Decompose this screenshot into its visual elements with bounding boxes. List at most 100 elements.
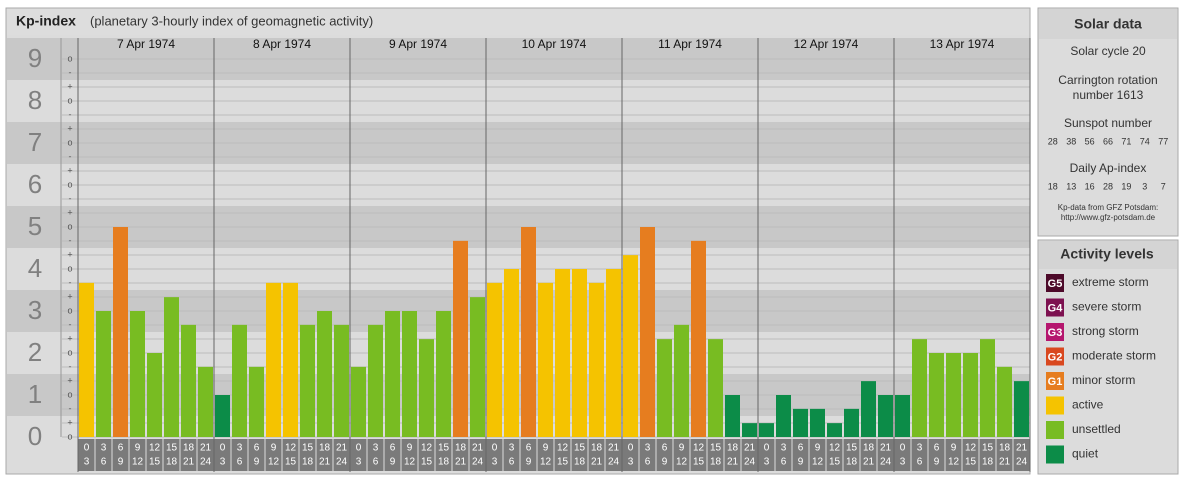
hour-cell bbox=[231, 439, 248, 471]
hour-label: 24 bbox=[608, 457, 620, 468]
hour-label: 24 bbox=[744, 457, 756, 468]
bar bbox=[521, 227, 536, 437]
hour-cell bbox=[401, 439, 418, 471]
hour-label: 3 bbox=[84, 457, 90, 468]
hour-cell bbox=[894, 439, 911, 471]
hour-label: 21 bbox=[200, 443, 212, 454]
hour-label: 18 bbox=[999, 443, 1011, 454]
hour-label: 0 bbox=[220, 443, 226, 454]
hour-label: 6 bbox=[237, 457, 243, 468]
sunspot-value: 28 bbox=[1048, 136, 1058, 146]
bar bbox=[912, 339, 927, 437]
minor-tick-label: o bbox=[67, 305, 72, 315]
legend-swatch bbox=[1046, 274, 1064, 292]
hour-label: 0 bbox=[764, 443, 770, 454]
hour-label: 21 bbox=[744, 443, 756, 454]
hour-label: 15 bbox=[965, 457, 977, 468]
hour-cell bbox=[78, 439, 95, 471]
hour-label: 6 bbox=[373, 457, 379, 468]
minor-tick-label: + bbox=[67, 417, 72, 427]
bar bbox=[657, 339, 672, 437]
hour-label: 12 bbox=[268, 457, 280, 468]
bar bbox=[742, 423, 757, 437]
ap-value: 13 bbox=[1066, 181, 1076, 191]
minor-tick-label: - bbox=[69, 361, 72, 371]
bar bbox=[198, 366, 213, 437]
hour-label: 9 bbox=[543, 443, 549, 454]
hour-label: 6 bbox=[662, 443, 668, 454]
hour-label: 15 bbox=[557, 457, 569, 468]
hour-label: 21 bbox=[455, 457, 467, 468]
hour-label: 3 bbox=[628, 457, 634, 468]
y-tick-label: 0 bbox=[28, 421, 42, 451]
ap-value: 18 bbox=[1048, 181, 1058, 191]
hour-cell bbox=[588, 439, 605, 471]
hour-cell bbox=[503, 439, 520, 471]
hour-cell bbox=[112, 439, 129, 471]
hour-label: 24 bbox=[472, 457, 484, 468]
hour-label: 9 bbox=[951, 443, 957, 454]
hour-cell bbox=[571, 439, 588, 471]
bar bbox=[929, 353, 944, 437]
minor-tick-label: o bbox=[67, 95, 72, 105]
y-tick-label: 4 bbox=[28, 253, 42, 283]
y-tick-label: 5 bbox=[28, 211, 42, 241]
hour-label: 9 bbox=[815, 443, 821, 454]
hour-cell bbox=[384, 439, 401, 471]
hour-cell bbox=[843, 439, 860, 471]
legend-label: unsettled bbox=[1072, 422, 1121, 436]
bar bbox=[300, 324, 315, 437]
hour-cell bbox=[469, 439, 486, 471]
minor-tick-label: o bbox=[67, 221, 72, 231]
hour-label: 9 bbox=[135, 443, 141, 454]
date-label: 12 Apr 1974 bbox=[794, 37, 859, 51]
hour-label: 15 bbox=[421, 457, 433, 468]
hour-label: 24 bbox=[1016, 457, 1028, 468]
hour-label: 12 bbox=[285, 443, 297, 454]
hour-label: 9 bbox=[407, 443, 413, 454]
hour-label: 0 bbox=[628, 443, 634, 454]
hour-cell bbox=[962, 439, 979, 471]
hour-cell bbox=[435, 439, 452, 471]
hour-label: 6 bbox=[934, 443, 940, 454]
minor-tick-label: - bbox=[69, 403, 72, 413]
bar bbox=[691, 240, 706, 437]
minor-tick-label: - bbox=[69, 235, 72, 245]
minor-tick-label: + bbox=[67, 333, 72, 343]
hour-label: 12 bbox=[676, 457, 688, 468]
bar bbox=[589, 282, 604, 437]
hour-label: 18 bbox=[591, 443, 603, 454]
bar bbox=[878, 395, 893, 437]
legend-label: extreme storm bbox=[1072, 275, 1149, 289]
levels-title: Activity levels bbox=[1060, 246, 1154, 262]
bar bbox=[640, 227, 655, 437]
hour-label: 12 bbox=[132, 457, 144, 468]
hour-label: 0 bbox=[492, 443, 498, 454]
hour-label: 3 bbox=[373, 443, 379, 454]
hour-label: 12 bbox=[540, 457, 552, 468]
hour-cell bbox=[639, 439, 656, 471]
hour-label: 3 bbox=[237, 443, 243, 454]
hour-label: 18 bbox=[166, 457, 178, 468]
hour-label: 21 bbox=[336, 443, 348, 454]
bar bbox=[555, 269, 570, 437]
minor-tick-label: + bbox=[67, 81, 72, 91]
date-label: 11 Apr 1974 bbox=[658, 37, 722, 51]
hour-cell bbox=[877, 439, 894, 471]
minor-tick-label: - bbox=[69, 193, 72, 203]
hour-label: 18 bbox=[982, 457, 994, 468]
hour-label: 9 bbox=[798, 457, 804, 468]
hour-cell bbox=[248, 439, 265, 471]
hour-label: 6 bbox=[101, 457, 107, 468]
bar bbox=[130, 311, 145, 437]
hour-label: 6 bbox=[118, 443, 124, 454]
hour-cell bbox=[809, 439, 826, 471]
hour-cell bbox=[316, 439, 333, 471]
legend-label: strong storm bbox=[1072, 324, 1139, 338]
date-label: 10 Apr 1974 bbox=[522, 37, 587, 51]
sunspot-title: Sunspot number bbox=[1064, 116, 1152, 130]
hour-label: 12 bbox=[149, 443, 161, 454]
hour-label: 9 bbox=[526, 457, 532, 468]
legend-label: quiet bbox=[1072, 447, 1099, 461]
